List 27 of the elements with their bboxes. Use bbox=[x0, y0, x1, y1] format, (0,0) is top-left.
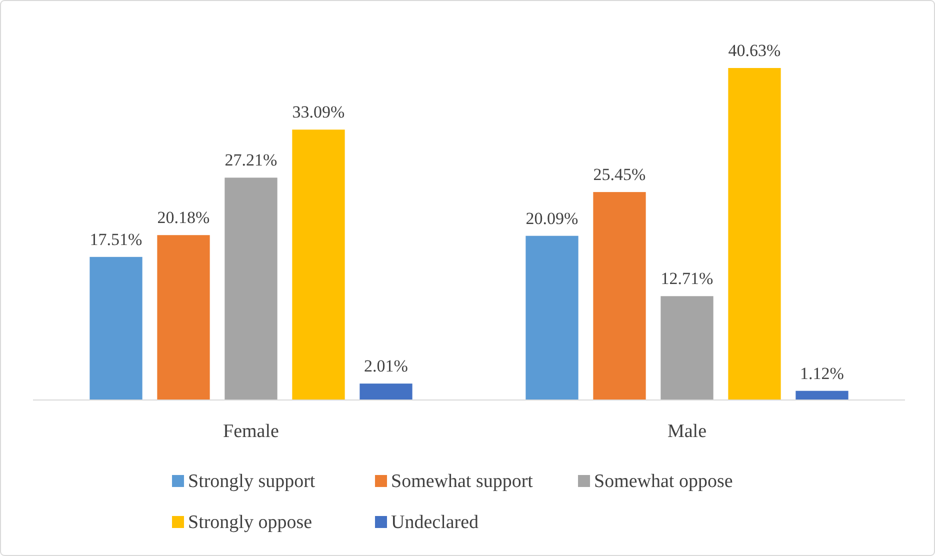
legend-label: Somewhat oppose bbox=[594, 471, 733, 492]
data-label: 2.01% bbox=[364, 356, 408, 376]
bar bbox=[593, 192, 646, 400]
legend-label: Somewhat support bbox=[391, 471, 534, 492]
data-label: 20.18% bbox=[157, 208, 210, 228]
data-label: 40.63% bbox=[728, 41, 781, 60]
bar bbox=[157, 235, 210, 400]
legend-label: Strongly oppose bbox=[188, 512, 312, 533]
data-label: 27.21% bbox=[224, 150, 278, 170]
bar bbox=[660, 296, 714, 400]
data-label: 20.09% bbox=[526, 208, 578, 228]
bar bbox=[224, 178, 278, 400]
bar bbox=[292, 130, 345, 400]
legend-label: Strongly support bbox=[188, 471, 316, 492]
bar bbox=[796, 390, 848, 400]
bar bbox=[360, 384, 412, 400]
data-label: 33.09% bbox=[292, 102, 345, 122]
legend-label: Undeclared bbox=[391, 512, 480, 533]
data-label: 25.45% bbox=[593, 165, 646, 184]
data-label: 1.12% bbox=[800, 364, 844, 383]
data-label: 12.71% bbox=[660, 269, 714, 288]
bar bbox=[90, 256, 142, 400]
x-tick-label: Female bbox=[223, 421, 279, 442]
x-tick-label: Male bbox=[667, 421, 707, 442]
data-label: 17.51% bbox=[90, 230, 142, 249]
bar bbox=[526, 236, 578, 400]
bar bbox=[728, 68, 781, 400]
